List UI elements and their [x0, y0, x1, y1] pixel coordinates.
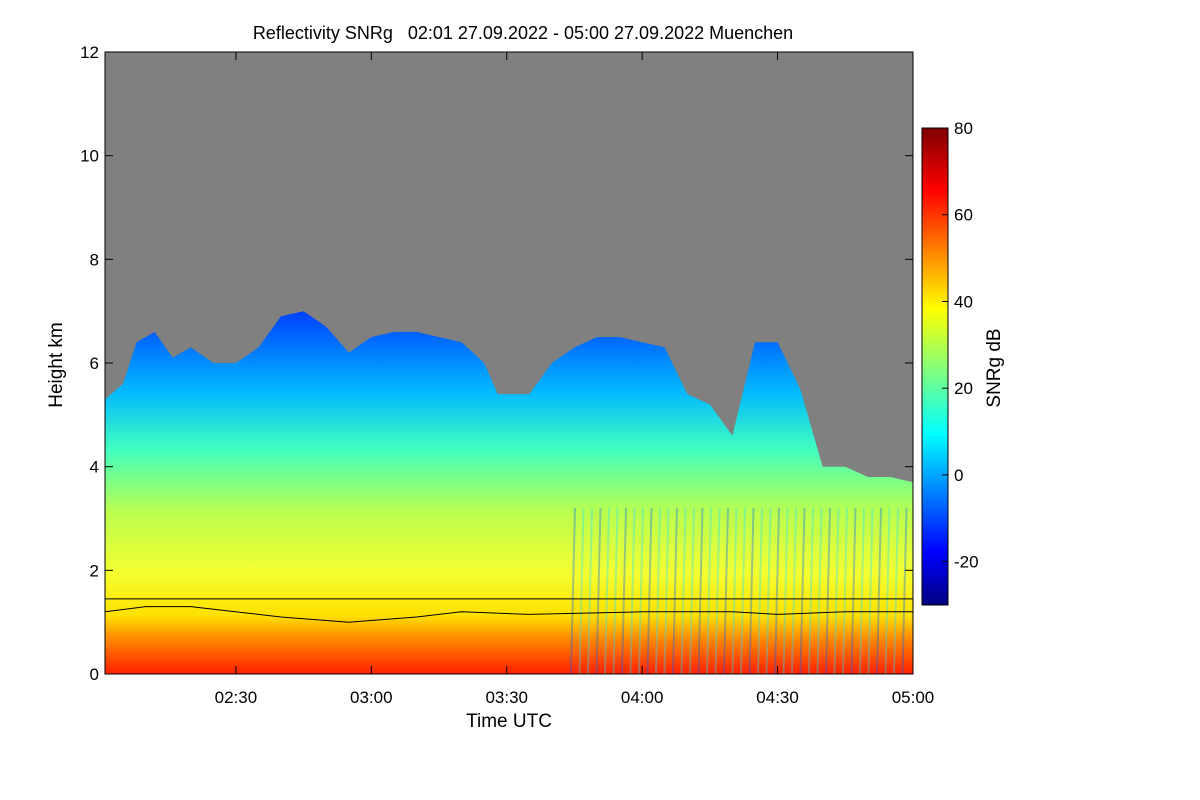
colorbar-tick-label: 40 [954, 292, 973, 311]
rain-streak [689, 508, 695, 674]
rain-streak [774, 508, 780, 674]
rain-streak [587, 508, 593, 674]
colorbar-tick-label: 80 [954, 119, 973, 138]
colorbar-tick-label: 60 [954, 206, 973, 225]
x-tick-label: 05:00 [892, 688, 935, 707]
x-tick-label: 02:30 [215, 688, 258, 707]
rain-streak [697, 508, 704, 674]
x-tick-label: 04:30 [756, 688, 799, 707]
rain-streak [570, 508, 576, 674]
rain-streak [884, 508, 891, 674]
colorbar-label: SNRg dB [984, 328, 1005, 407]
x-axis: 02:30 03:00 03:30 04:00 04:30 05:00 [215, 52, 935, 707]
x-tick-label: 03:00 [350, 688, 393, 707]
rain-streak [876, 508, 882, 674]
rain-streak [604, 508, 610, 674]
y-tick-label: 0 [90, 665, 99, 684]
rain-streak [893, 508, 899, 674]
rain-streak [612, 508, 619, 674]
y-tick-label: 8 [90, 250, 99, 269]
rain-streak [748, 508, 755, 674]
y-tick-label: 4 [90, 458, 99, 477]
rain-streak [799, 508, 806, 674]
rain-streak [816, 508, 823, 674]
y-axis-label: Height km [46, 322, 67, 408]
cloud-echo-area [105, 311, 913, 674]
rain-streak [672, 508, 678, 674]
rain-streak [621, 508, 627, 674]
y-tick-label: 2 [90, 561, 99, 580]
rain-streak [782, 508, 789, 674]
rain-streak [808, 508, 814, 674]
colorbar-tick-label: -20 [954, 553, 979, 572]
rain-streak [638, 508, 644, 674]
x-tick-label: 03:30 [485, 688, 528, 707]
boundary-layer-line [105, 606, 913, 623]
rain-streak [731, 508, 738, 674]
rain-streak [791, 508, 797, 674]
rain-streak [833, 508, 840, 674]
rain-streak [859, 508, 865, 674]
x-axis-label: Time UTC [466, 711, 552, 732]
rain-streak [646, 508, 653, 674]
rain-streak [765, 508, 772, 674]
plot-area [105, 52, 913, 674]
rain-streak [757, 508, 763, 674]
rain-streak [901, 508, 908, 674]
rain-streak [723, 508, 729, 674]
x-tick-label: 04:00 [621, 688, 664, 707]
rain-streaks [570, 508, 908, 674]
rain-streak [706, 508, 712, 674]
rain-streak [714, 508, 721, 674]
rain-streak [740, 508, 746, 674]
y-tick-label: 10 [80, 147, 99, 166]
rain-streak [655, 508, 661, 674]
rain-streak [578, 508, 585, 674]
colorbar-axis: -20 0 20 40 60 80 [942, 119, 979, 572]
rain-streak [867, 508, 874, 674]
colorbar [921, 127, 949, 606]
y-tick-label: 6 [90, 354, 99, 373]
chart-title: Reflectivity SNRg 02:01 27.09.2022 - 05:… [253, 23, 793, 43]
colorbar-tick-label: 20 [954, 379, 973, 398]
rain-streak [680, 508, 687, 674]
rain-streak [842, 508, 848, 674]
rain-streak [825, 508, 831, 674]
y-axis: 0 2 4 6 8 10 12 [80, 43, 913, 684]
rain-streak [595, 508, 602, 674]
rain-streak [663, 508, 670, 674]
rain-streak [629, 508, 636, 674]
rain-streak [850, 508, 857, 674]
colorbar-tick-label: 0 [954, 466, 963, 485]
y-tick-label: 12 [80, 43, 99, 62]
